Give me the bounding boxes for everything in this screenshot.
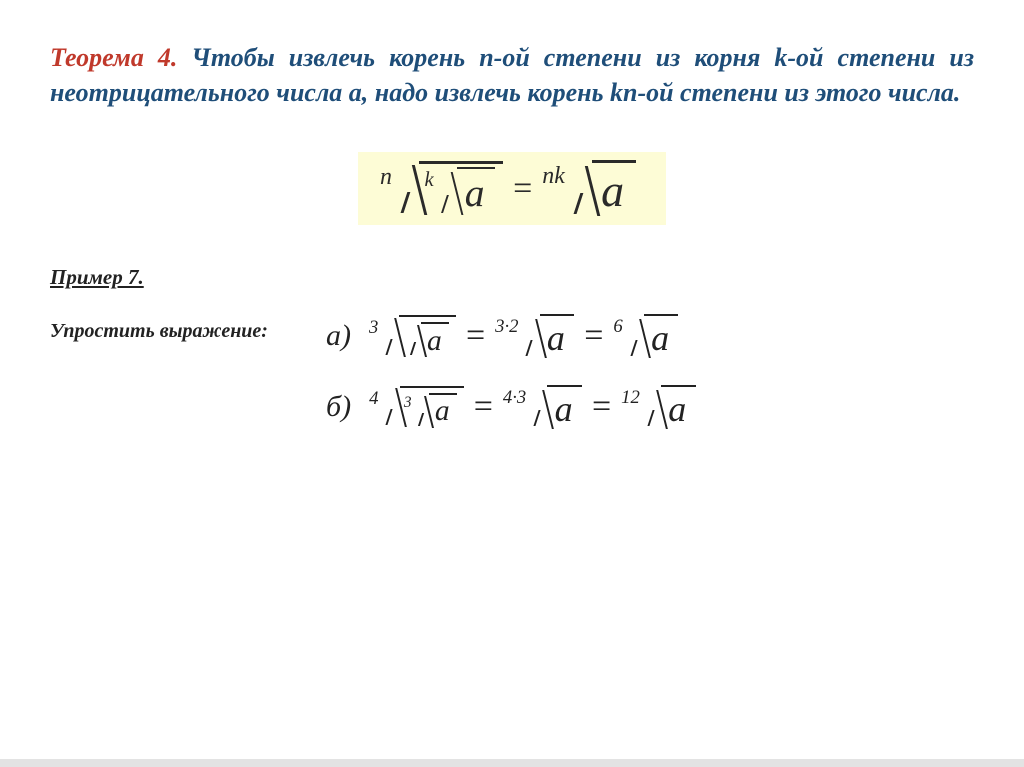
root-inner: k a bbox=[424, 167, 494, 216]
theorem-text-4: , надо извлечь корень bbox=[362, 78, 610, 107]
theorem-text-1: Чтобы извлечь корень bbox=[177, 43, 479, 72]
ex-b-rhs: 12 a bbox=[621, 385, 695, 430]
theorem-var-n: n bbox=[479, 43, 493, 72]
example-letter: б bbox=[326, 390, 341, 423]
ex-b-lhs-inner: 3 a bbox=[404, 393, 457, 429]
root-outer: n k a bbox=[380, 161, 503, 216]
simplify-prompt: Упростить выражение: bbox=[50, 314, 268, 343]
equals-sign: = bbox=[513, 170, 532, 208]
example-b: б) 4 3 a = 4·3 a bbox=[326, 385, 696, 430]
bottom-shadow bbox=[0, 759, 1024, 767]
root-rhs: nk a bbox=[542, 160, 636, 217]
theorem-statement: Теорема 4. Чтобы извлечь корень n-ой сте… bbox=[50, 40, 974, 110]
theorem-title: Теорема 4. bbox=[50, 43, 177, 72]
radicand: a bbox=[462, 170, 488, 216]
example-label: Пример 7. bbox=[50, 265, 974, 290]
ex-a-lhs-outer: 3 a bbox=[369, 315, 456, 357]
example-a: а) 3 a = 3·2 a bbox=[326, 314, 696, 359]
example-letter: а bbox=[326, 319, 341, 352]
ex-b-lhs-outer: 4 3 a bbox=[369, 386, 464, 428]
theorem-text-5: -ой степени из этого числа. bbox=[637, 78, 960, 107]
theorem-var-a: a bbox=[349, 78, 362, 107]
theorem-text-2: -ой степени из корня bbox=[494, 43, 775, 72]
rhs-radicand: a bbox=[597, 164, 627, 217]
ex-a-rhs: 6 a bbox=[613, 314, 678, 359]
main-formula: n k a = nk a bbox=[50, 152, 974, 225]
ex-a-mid: 3·2 a bbox=[495, 314, 574, 359]
theorem-var-k: k bbox=[774, 43, 787, 72]
ex-b-mid: 4·3 a bbox=[503, 385, 582, 430]
ex-a-lhs-inner: a bbox=[404, 322, 450, 358]
theorem-var-kn: kn bbox=[610, 78, 637, 107]
